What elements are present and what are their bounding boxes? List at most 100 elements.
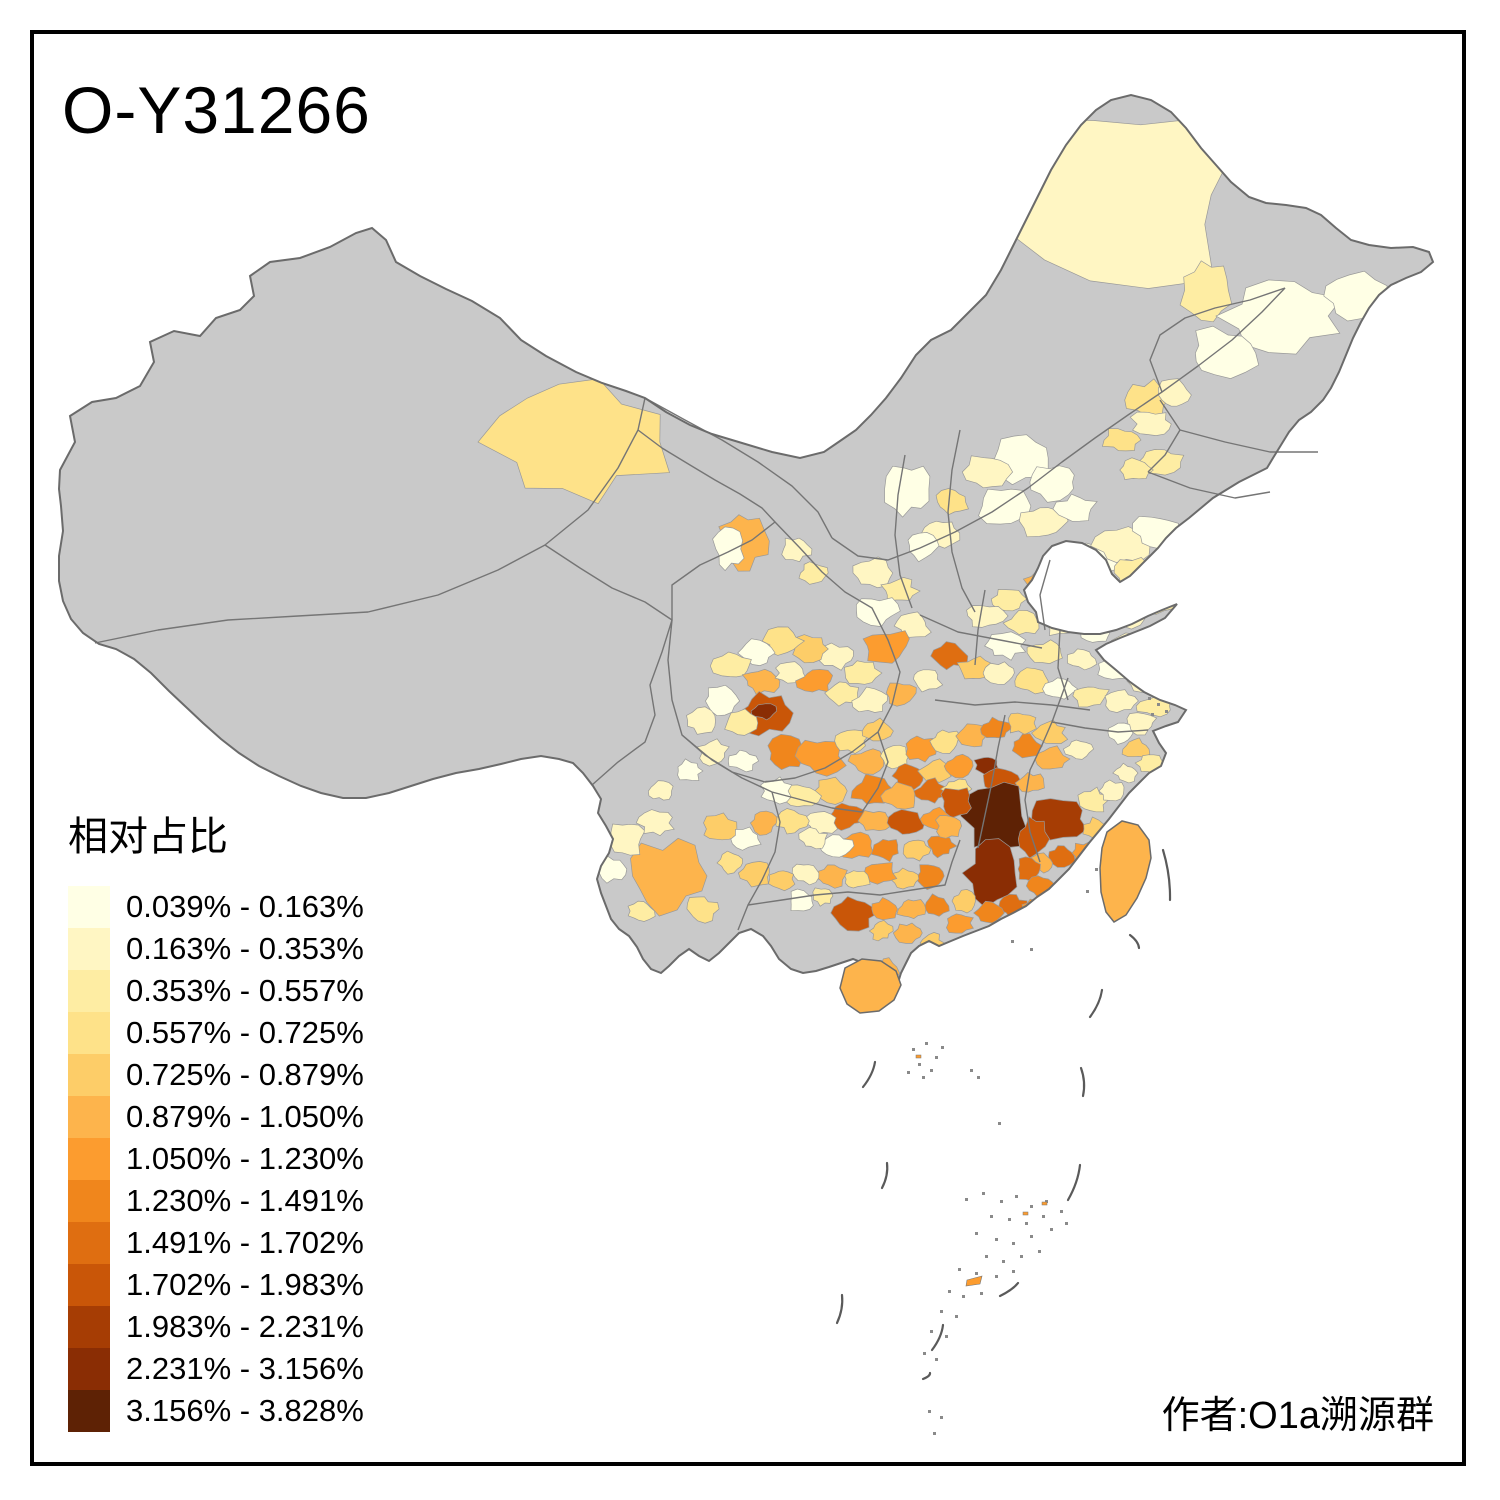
island-speck [1045, 1200, 1048, 1203]
sea-islands [907, 697, 1168, 1435]
map-region [795, 669, 833, 693]
island-speck [990, 1215, 993, 1218]
nine-dash-segment [921, 1371, 932, 1381]
legend-label: 1.230% - 1.491% [126, 1183, 364, 1218]
legend-item: 0.353% - 0.557% [68, 970, 364, 1012]
island-speck [1095, 868, 1098, 871]
island-speck [998, 1122, 1001, 1125]
island-speck [941, 1046, 944, 1049]
map-region [1107, 722, 1134, 745]
map-region [712, 526, 745, 572]
legend-swatch [68, 1306, 110, 1348]
map-region [798, 826, 828, 850]
map-region [1104, 689, 1139, 713]
legend-swatch [68, 1222, 110, 1264]
province-border-line [974, 559, 1069, 701]
map-region [961, 455, 1014, 489]
map-region [896, 899, 927, 919]
map-region [960, 781, 1029, 849]
map-region [913, 669, 944, 693]
legend-swatch [68, 970, 110, 1012]
map-region [760, 776, 793, 805]
map-region [929, 729, 961, 754]
island-speck [1030, 1205, 1033, 1208]
map-region [1026, 639, 1063, 664]
island-speck [975, 1272, 978, 1275]
legend-item: 0.879% - 1.050% [68, 1096, 364, 1138]
legend-label: 1.491% - 1.702% [126, 1225, 364, 1260]
hainan-island [839, 958, 902, 1014]
province-border-line [1149, 287, 1286, 393]
map-region [990, 589, 1028, 612]
island-speck [995, 1275, 998, 1278]
province-borders [94, 287, 1318, 931]
legend-swatch [68, 886, 110, 928]
map-region [767, 734, 805, 771]
map-region [862, 630, 910, 664]
island-speck [982, 1192, 985, 1195]
island-speck [1012, 1270, 1015, 1273]
map-region [1014, 667, 1049, 695]
island-speck [977, 1076, 980, 1079]
legend-rows: 0.039% - 0.163% 0.163% - 0.353% 0.353% - 0… [68, 886, 364, 1432]
map-region [857, 810, 893, 831]
map-region [1119, 457, 1154, 480]
map-region [886, 809, 926, 835]
nine-dash-segment [998, 1281, 1020, 1298]
map-region [627, 900, 656, 922]
island-speck [925, 1042, 928, 1045]
map-region [677, 758, 704, 781]
legend-item: 3.156% - 3.828% [68, 1390, 364, 1432]
legend-label: 2.231% - 3.156% [126, 1351, 364, 1386]
nine-dash-segment [1088, 988, 1104, 1019]
map-region [940, 787, 972, 819]
map-region [847, 748, 885, 775]
map-region [767, 870, 796, 892]
island-speck [907, 1071, 910, 1074]
province-border-line [1147, 399, 1181, 473]
island-speck [1165, 710, 1168, 713]
map-region [716, 850, 743, 875]
map-region [824, 681, 860, 707]
legend-title: 相对占比 [68, 815, 228, 859]
legend-label: 1.983% - 2.231% [126, 1309, 364, 1344]
map-region [951, 889, 976, 914]
island-speck [1041, 1201, 1048, 1206]
map-region [880, 781, 916, 810]
legend-swatch [68, 1264, 110, 1306]
legend-item: 1.050% - 1.230% [68, 1138, 364, 1180]
province-border-line [637, 429, 776, 620]
province-border-line [1147, 471, 1271, 499]
legend-label: 0.353% - 0.557% [126, 973, 364, 1008]
legend-item: 0.039% - 0.163% [68, 886, 364, 928]
legend-item: 0.557% - 0.725% [68, 1012, 364, 1054]
map-region [978, 488, 1032, 525]
island-speck [1148, 697, 1151, 700]
nine-dash-line [835, 848, 1172, 1381]
legend-label: 0.557% - 0.725% [126, 1015, 364, 1050]
map-region [1048, 845, 1076, 868]
plot-title: O-Y31266 [62, 73, 371, 147]
legend-item: 0.725% - 0.879% [68, 1054, 364, 1096]
legend-swatch [68, 1012, 110, 1054]
map-region [730, 826, 762, 851]
legend-label: 0.163% - 0.353% [126, 931, 364, 966]
island-speck [918, 1063, 921, 1066]
china-outline [57, 93, 1435, 1005]
legend-label: 1.702% - 1.983% [126, 1267, 364, 1302]
island-speck [1030, 1235, 1033, 1238]
nine-dash-segment [1128, 933, 1141, 950]
map-region [1017, 816, 1051, 859]
map-region [880, 577, 921, 602]
map-region [917, 758, 953, 783]
nine-dash-segment [880, 1161, 889, 1190]
island-speck [948, 1290, 951, 1293]
map-region [1007, 712, 1037, 735]
island-speck [970, 1069, 973, 1072]
province-border-line [1051, 677, 1069, 723]
map-region [844, 660, 883, 685]
map-region [902, 839, 932, 862]
legend-label: 0.039% - 0.163% [126, 889, 364, 924]
island-speck [965, 1275, 983, 1287]
